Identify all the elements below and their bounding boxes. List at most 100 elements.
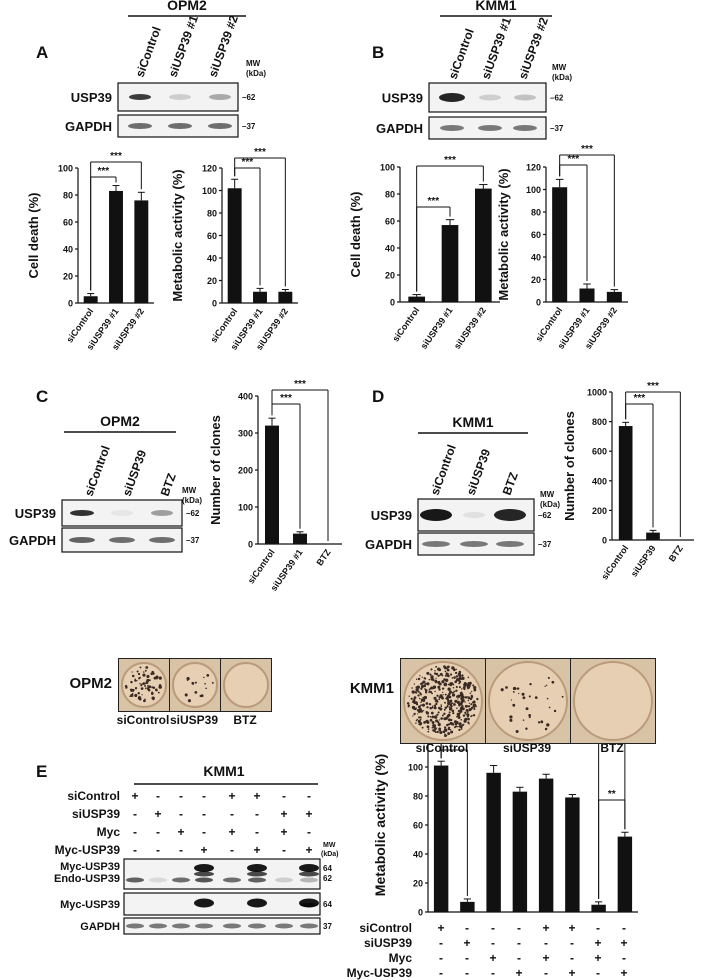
chart-a-death-sig-mark: *** [110, 151, 122, 162]
panel-e-sign: + [253, 789, 260, 803]
panel-letter-a: A [36, 43, 48, 62]
chart-b-meta-ytick-label: 120 [526, 163, 541, 173]
panel-e-sign: - [282, 843, 286, 857]
panel-e-mw-header: (kDa) [321, 851, 339, 858]
chart-a-meta-bar [253, 291, 267, 303]
panel-e-sign: - [230, 807, 234, 821]
chart-b-meta-ylabel: Metabolic activity (%) [496, 168, 511, 300]
panel-c-lane-label: BTZ [158, 471, 179, 498]
plate-caption: siControl [416, 741, 469, 755]
chart-b-death-sig-mark: *** [427, 196, 439, 207]
chart-b-death-ytick-label: 40 [385, 244, 395, 254]
panel-e-sign: + [253, 843, 260, 857]
chart-a-meta-ylabel: Metabolic activity (%) [170, 169, 185, 301]
panel-e-band [300, 923, 318, 929]
chart-e-sign: - [622, 951, 626, 965]
panel-d-band [420, 509, 452, 521]
panel-e-sign: + [305, 807, 312, 821]
panel-b-mw-header: (kDa) [552, 73, 572, 82]
panel-b-lane-label: siUSP39 #1 [479, 15, 514, 81]
panel-e-sign: - [202, 807, 206, 821]
chart-a-meta-ytick-label: 120 [202, 164, 217, 174]
panel-b-mw-header: MW [552, 63, 567, 72]
colony-plate-kmm1-siusp39 [485, 658, 571, 744]
panel-e-band [126, 877, 144, 883]
panel-e-band [172, 877, 190, 883]
chart-a-death-ytick-label: 40 [63, 245, 73, 255]
chart-e-sign: + [594, 936, 601, 950]
chart-d-clones-ytick-label: 0 [602, 536, 607, 546]
panel-e-sign: - [255, 825, 259, 839]
chart-e-sign: - [596, 921, 600, 935]
panel-d-mw-header: MW [540, 490, 555, 499]
panel-e-band [149, 923, 167, 929]
panel-a-blot-label-usp39: USP39 [71, 90, 112, 105]
panel-letter-b: B [372, 43, 384, 62]
colony-plate-kmm1-sicontrol-image [403, 661, 483, 741]
panel-e-sign: - [307, 789, 311, 803]
colony-plate-opm2-btz [220, 658, 272, 712]
panel-d-mw-header: (kDa) [540, 500, 560, 509]
panel-e-sign: - [133, 843, 137, 857]
panel-d-mw-mark: –62 [538, 511, 552, 520]
panel-e-row-label: siUSP39 [72, 807, 120, 821]
chart-c-clones-sig-mark: *** [294, 379, 306, 390]
panel-c-band [151, 510, 173, 516]
panel-d-cell-line-label: KMM1 [452, 414, 493, 430]
chart-a-death-ylabel: Cell death (%) [26, 193, 41, 279]
chart-b-death-ytick-label: 60 [385, 217, 395, 227]
chart-e-sign: - [465, 951, 469, 965]
panel-d-lane-label: siControl [428, 443, 459, 497]
chart-b-meta-ytick-label: 60 [531, 230, 541, 240]
panel-e-blot-label: Endo-USP39 [54, 873, 120, 885]
panel-e-mw-mark: 64 [323, 900, 332, 909]
panel-e-band [126, 923, 144, 929]
colony-plate-kmm1-siusp39-image [488, 661, 568, 741]
panel-e-mw-mark: 64 [323, 864, 332, 873]
chart-e-sign: + [489, 951, 496, 965]
panel-e-band [275, 877, 293, 883]
panel-c-lane-label: siControl [82, 444, 113, 498]
panel-e-sign: - [307, 825, 311, 839]
panel-e-band [247, 871, 267, 877]
chart-e-row-label: siUSP39 [364, 936, 412, 950]
chart-a-death-ytick-label: 0 [68, 299, 73, 309]
colony-plate-kmm1-btz-image [573, 661, 653, 741]
chart-d-clones-ylabel: Number of clones [562, 411, 577, 521]
chart-c-clones-ytick-label: 400 [238, 392, 253, 402]
chart-e-sign: - [439, 966, 443, 980]
chart-e-sign: - [439, 936, 443, 950]
panel-e-sign: - [179, 807, 183, 821]
chart-e-sign: + [620, 936, 627, 950]
chart-e-meta-bar [460, 901, 475, 912]
panel-a-mw-header: (kDa) [246, 69, 266, 78]
plate-caption: siUSP39 [503, 741, 551, 755]
chart-b-death-bar [441, 225, 459, 302]
panel-e-cell-line-label: KMM1 [203, 763, 244, 779]
chart-e-sign: - [491, 966, 495, 980]
panel-e-sign: - [156, 825, 160, 839]
panel-d-blot-label-gapdh: GAPDH [365, 537, 412, 552]
panel-e-mw-mark: 37 [323, 922, 332, 931]
panel-c-lane-label: siUSP39 [120, 448, 150, 498]
plate-caption: siUSP39 [170, 713, 218, 727]
chart-b-meta-bar [552, 187, 568, 302]
panel-c-mw-header: (kDa) [182, 496, 202, 505]
chart-e-sign: - [517, 936, 521, 950]
panel-d-lane-label: BTZ [500, 470, 521, 497]
panel-e-sign: + [305, 843, 312, 857]
panel-e-sign: - [255, 807, 259, 821]
colony-plate-opm2-siusp39 [169, 658, 221, 712]
chart-e-meta-ytick-label: 80 [413, 792, 423, 802]
panel-e-row-label: Myc-USP39 [55, 843, 121, 857]
panel-c-band [149, 537, 175, 543]
panel-e-sign: + [131, 789, 138, 803]
panel-a-lane-label: siUSP39 #2 [206, 13, 241, 79]
chart-a-meta-sig-mark: *** [241, 157, 253, 168]
panel-e-blot-label: Myc-USP39 [60, 861, 120, 873]
chart-e-sign: + [542, 951, 549, 965]
panel-e-band [248, 877, 266, 883]
chart-d-clones-sig-mark: *** [633, 393, 645, 404]
chart-a-death-bar [134, 200, 149, 303]
